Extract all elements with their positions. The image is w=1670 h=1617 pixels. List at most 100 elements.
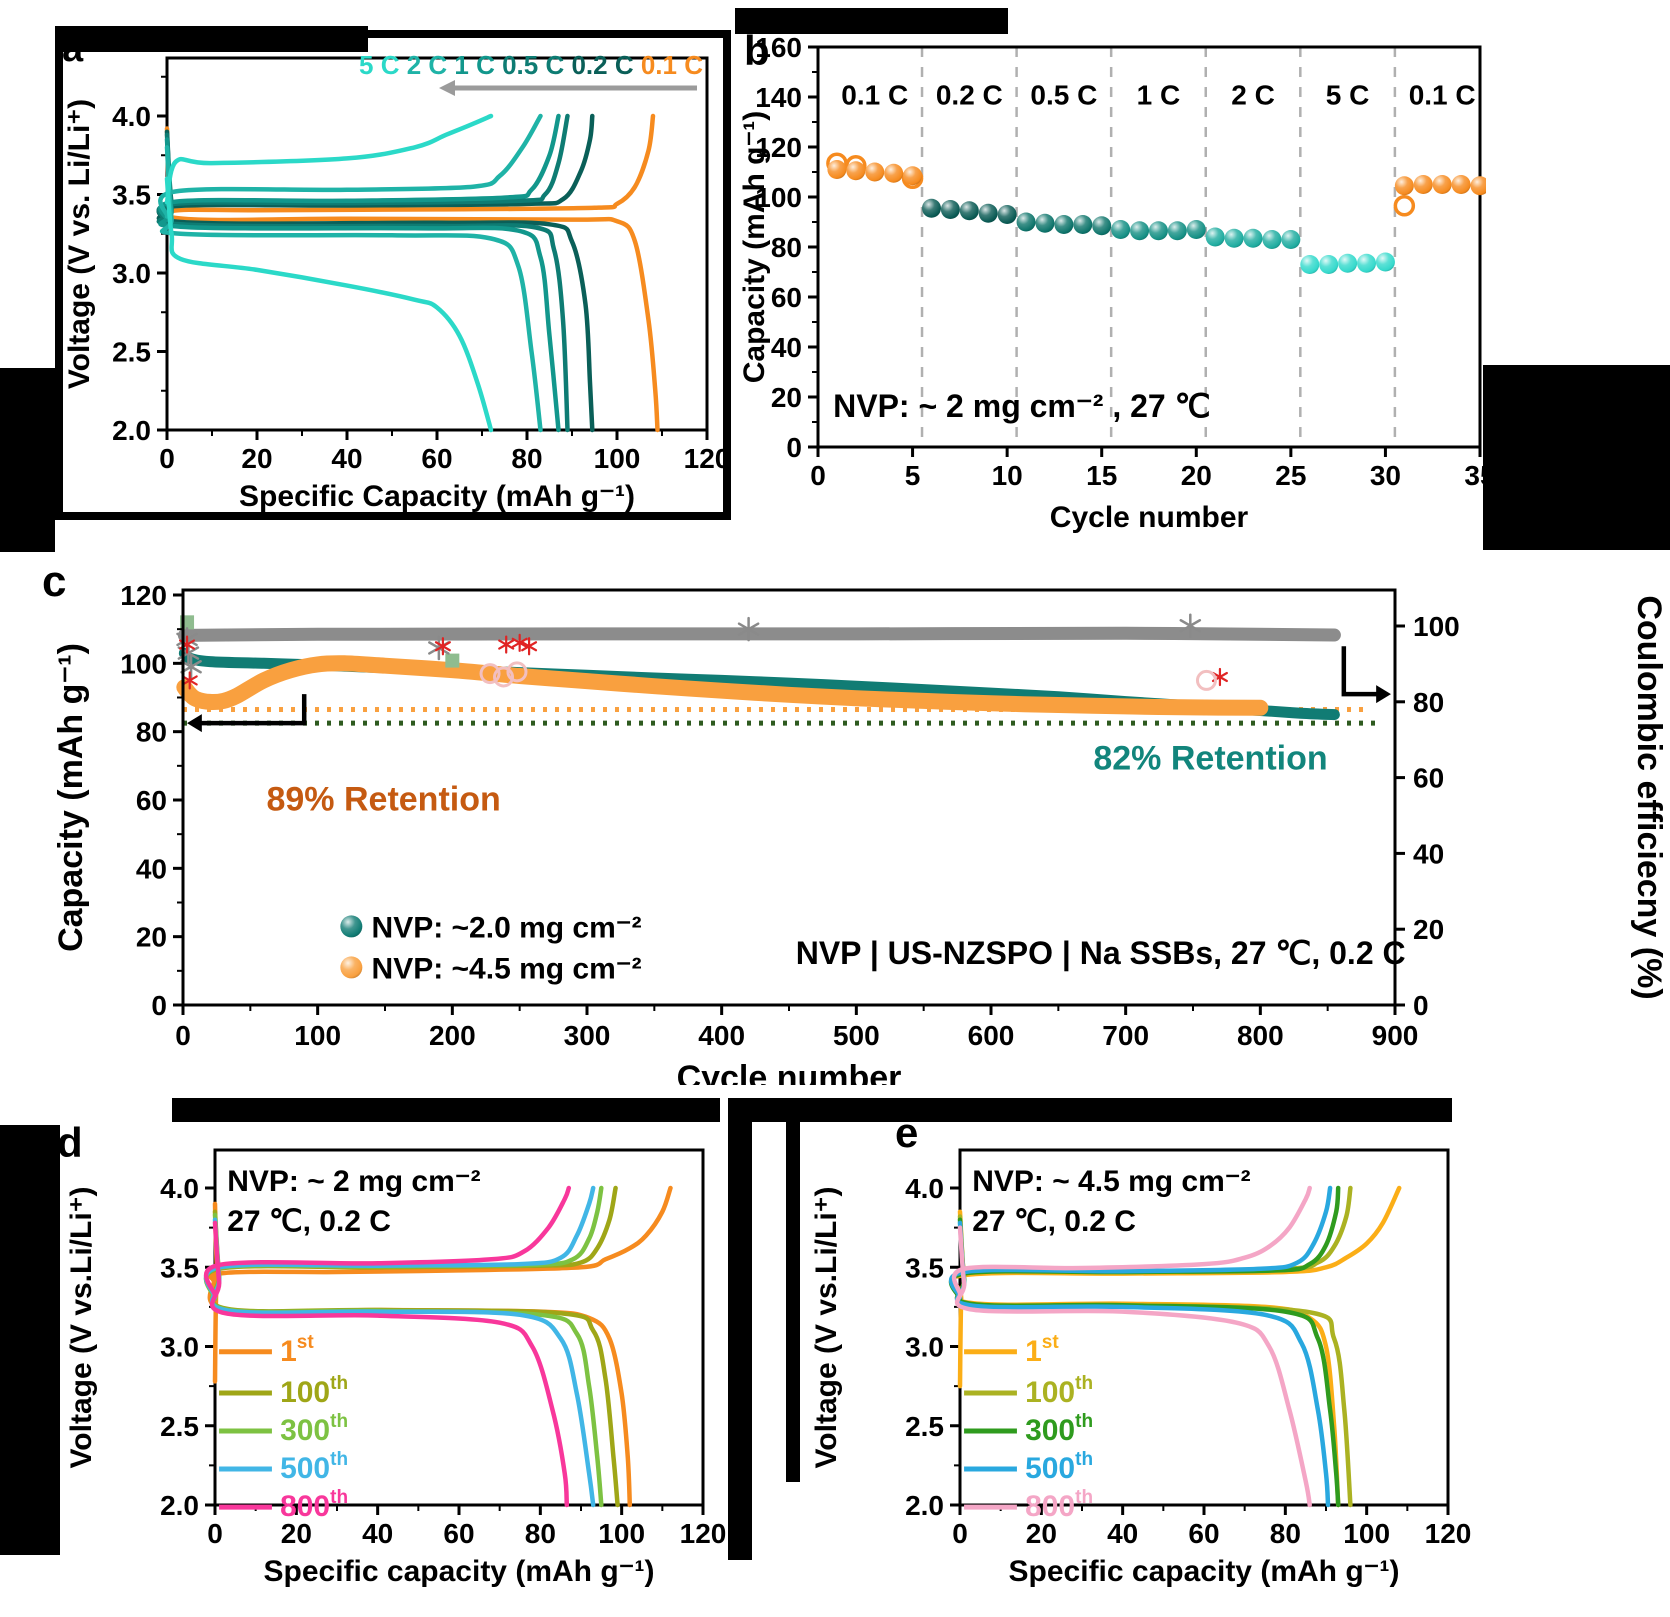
series-0.2 C-charge (156, 113, 595, 224)
data-point (1451, 175, 1471, 194)
data-point (1375, 252, 1395, 272)
legend-label: NVP: ~2.0 mg cm⁻² (372, 911, 642, 944)
data-point (1130, 221, 1150, 241)
data-point (1338, 253, 1358, 273)
y-axis-title: Voltage (V vs. Li/Li⁺) (63, 99, 96, 389)
redaction-bar (55, 26, 368, 52)
right-y-tick-label: 80 (1413, 687, 1444, 718)
rate-label: 0.5 C (1030, 80, 1097, 111)
redaction-bar (728, 1122, 752, 1560)
left-axis-arrow-head (187, 714, 202, 733)
y-tick-label: 3.0 (112, 258, 151, 289)
x-axis-title: Specific capacity (mAh g⁻¹) (1009, 1555, 1400, 1588)
data-point (978, 203, 998, 223)
x-tick-label: 40 (362, 1518, 393, 1549)
pink-circle-marker (506, 661, 528, 683)
data-point (827, 160, 847, 179)
asterisk-marker (511, 637, 528, 648)
right-y-tick-label: 40 (1413, 838, 1444, 869)
x-tick-label: 120 (684, 443, 731, 474)
right-y-tick-label: 100 (1413, 611, 1460, 642)
series-5 C-discharge (164, 176, 494, 433)
series-800th-discharge (209, 1220, 570, 1508)
x-tick-label: 0 (810, 460, 826, 491)
legend-marker (340, 956, 363, 979)
right-y-tick-label: 20 (1413, 914, 1444, 945)
y-tick-label: 160 (755, 32, 802, 63)
x-tick-label: 80 (1270, 1518, 1301, 1549)
series-300th-discharge (209, 1212, 604, 1508)
y-tick-label: 40 (136, 853, 167, 884)
annotation: NVP | US-NZSPO | Na SSBs, 27 ℃, 0.2 C (796, 935, 1406, 971)
y-tick-label: 2.0 (905, 1490, 944, 1521)
legend-label: 100th (280, 1373, 348, 1409)
y-tick-label: 4.0 (905, 1173, 944, 1204)
series-NVP: ~4.5 mg cm⁻² (176, 655, 1269, 716)
x-tick-label: 80 (525, 1518, 556, 1549)
right-y-tick-label: 60 (1413, 763, 1444, 794)
y-tick-label: 2.0 (160, 1490, 199, 1521)
y-tick-label: 2.5 (160, 1411, 199, 1442)
panel-label-d: d (57, 1119, 83, 1166)
data-point (1357, 253, 1377, 273)
y-tick-label: 20 (771, 382, 802, 413)
x-tick-label: 100 (598, 1518, 645, 1549)
y-tick-label: 120 (755, 132, 802, 163)
annotation: 82% Retention (1093, 739, 1327, 777)
y-axis-title: Capacity (mAh g⁻¹) (52, 643, 90, 952)
rate-label: 0.1 C (1409, 80, 1476, 111)
x-tick-label: 20 (281, 1518, 312, 1549)
panel-note-line1: NVP: ~ 2 mg cm⁻² (227, 1165, 480, 1198)
legend-label: 100th (1025, 1373, 1093, 1409)
series-300th-discharge (954, 1217, 1341, 1508)
y-tick-label: 2.5 (905, 1411, 944, 1442)
y-tick-label: 3.5 (160, 1252, 199, 1283)
panel-note-line2: 27 ℃, 0.2 C (972, 1205, 1136, 1238)
rate-label: 1 C (1137, 80, 1181, 111)
x-tick-label: 5 (905, 460, 921, 491)
panel-d-chart: 0 20 40 60 80 100 120 2.0 2.5 3.0 3.5 4.0 Specific c… (65, 1148, 726, 1588)
redaction-bar (0, 1125, 60, 1555)
data-point (1054, 215, 1074, 234)
rate-label: 0.2 C (936, 80, 1003, 111)
data-point (846, 161, 866, 181)
panel-note-line1: NVP: ~ 4.5 mg cm⁻² (972, 1165, 1250, 1198)
data-point (903, 166, 923, 186)
redaction-bar (0, 368, 55, 552)
x-tick-label: 300 (564, 1020, 611, 1051)
pink-circle-marker (493, 666, 515, 688)
y-tick-label: 20 (136, 922, 167, 953)
data-point (940, 200, 960, 219)
data-point (1262, 230, 1282, 249)
asterisk-marker (1179, 619, 1202, 633)
data-point (1394, 176, 1414, 196)
annotation: 89% Retention (266, 780, 500, 818)
y-tick-label: 100 (755, 182, 802, 213)
x-axis-title: Cycle number (1050, 501, 1249, 534)
y-tick-label: 2.0 (112, 415, 151, 446)
x-tick-label: 100 (294, 1020, 341, 1051)
series-0.5 C-discharge (156, 132, 570, 433)
asterisk-marker (434, 641, 451, 652)
x-tick-label: 700 (1102, 1020, 1149, 1051)
rate-arrow-head (439, 80, 455, 96)
series-0.1 C-charge (161, 113, 656, 229)
y-tick-label: 60 (136, 785, 167, 816)
pink-circle-marker (479, 663, 501, 685)
x-axis-title: Cycle number (677, 1059, 902, 1085)
rate-label: 5 C (1326, 80, 1370, 111)
series-500th-charge (948, 1185, 1333, 1300)
data-point (1281, 230, 1301, 249)
data-point (1300, 255, 1320, 274)
x-tick-label: 120 (1425, 1518, 1472, 1549)
open-data-point (1393, 195, 1416, 217)
panel-c-chart: 0 100 200 300 400 500 600 700 800 900020406080100… (52, 580, 1668, 1097)
right-axis-arrow (1341, 646, 1379, 697)
data-point (1470, 176, 1490, 196)
x-tick-label: 80 (511, 443, 542, 474)
data-point (1413, 175, 1433, 194)
data-point (1167, 221, 1187, 241)
asterisk-marker (181, 675, 198, 686)
left-axis-arrow (199, 694, 307, 726)
